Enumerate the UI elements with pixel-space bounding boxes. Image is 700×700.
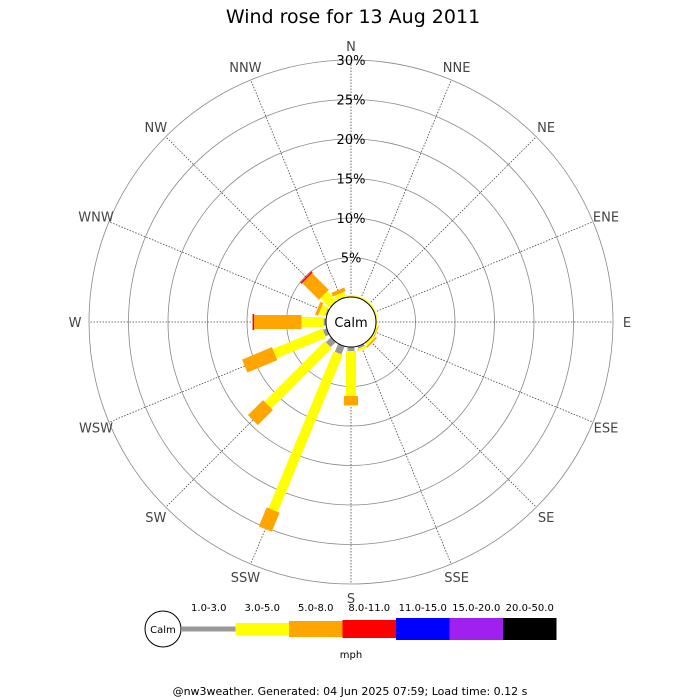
dir-label-NW: NW: [145, 121, 168, 136]
bar-SW-5.0-8.0: [247, 400, 273, 426]
legend-swatch-11.0-15.0: [396, 618, 450, 640]
spoke-SE: [368, 339, 537, 508]
dir-label-E: E: [623, 316, 631, 331]
spoke-NE: [368, 136, 537, 305]
bar-SSW-1.0-3.0: [334, 343, 345, 355]
bar-SE-5.0-8.0: [365, 336, 377, 348]
spoke-ENE: [373, 221, 594, 313]
bar-SE-3.0-5.0: [365, 336, 375, 346]
bar-NW-3.0-5.0: [320, 291, 337, 308]
spoke-NNW: [250, 79, 342, 300]
legend-swatch-3.0-5.0: [235, 623, 289, 635]
spoke-NW: [165, 136, 334, 305]
ring-labels: 5% 10% 15% 20% 25% 30%: [337, 54, 366, 267]
dir-label-SE: SE: [538, 511, 554, 526]
ring-label-4: 20%: [337, 133, 366, 148]
bar-WNW-5.0-8.0: [315, 301, 324, 316]
ring-label-1: 5%: [341, 252, 362, 267]
dir-label-SSW: SSW: [231, 571, 261, 586]
legend-label-20.0-50.0: 20.0-50.0: [506, 603, 554, 614]
calm-label: Calm: [334, 316, 367, 331]
ring-6: [88, 59, 614, 585]
dir-label-N: N: [346, 40, 356, 55]
ring-label-3: 15%: [337, 173, 366, 188]
dir-label-NNW: NNW: [229, 61, 261, 76]
ring-5: [128, 99, 574, 545]
footer-text: @nw3weather. Generated: 04 Jun 2025 07:5…: [173, 685, 528, 698]
dir-label-ENE: ENE: [593, 210, 619, 225]
dir-label-NNE: NNE: [443, 61, 471, 76]
dir-label-S: S: [347, 592, 355, 607]
dir-label-NE: NE: [537, 121, 555, 136]
legend-swatch-1.0-3.0: [182, 626, 236, 632]
legend-swatch-20.0-50.0: [503, 618, 557, 640]
spoke-WNW: [108, 221, 329, 313]
spoke-ESE: [373, 331, 594, 423]
bar-WSW-1.0-3.0: [322, 328, 330, 337]
legend-calm-circle: [144, 610, 182, 648]
bar-SSE-3.0-5.0: [356, 345, 368, 352]
bar-SSW-5.0-8.0: [258, 507, 280, 532]
bar-NNW-5.0-8.0: [331, 287, 346, 297]
legend-swatch-8.0-11.0: [342, 620, 396, 638]
spoke-SSE: [360, 344, 452, 565]
ring-label-5: 25%: [337, 94, 366, 109]
legend-label-11.0-15.0: 11.0-15.0: [399, 603, 447, 614]
ring-4: [167, 138, 535, 506]
calm-circle: Calm: [325, 296, 377, 348]
legend: Calm 1.0-3.0 3.0-5.0 5.0-8.0 8.0-11.0 11.0-15…: [144, 603, 557, 648]
direction-labels: N NNE NE ENE E ESE SE SSE S SSW SW WSW W WNW NW NNW: [69, 40, 632, 607]
bar-SW-1.0-3.0: [325, 337, 336, 348]
legend-label-15.0-20.0: 15.0-20.0: [452, 603, 500, 614]
dir-label-SSE: SSE: [444, 571, 469, 586]
ring-label-6: 30%: [337, 54, 366, 69]
dir-label-WSW: WSW: [79, 422, 113, 437]
bar-WSW-3.0-5.0: [272, 328, 327, 359]
legend-calm-label: Calm: [150, 625, 176, 636]
chart-title: Wind rose for 13 Aug 2011: [226, 6, 480, 28]
bar-WSW-5.0-8.0: [242, 347, 278, 373]
dir-label-ESE: ESE: [594, 422, 619, 437]
bar-WNW-3.0-5.0: [318, 304, 329, 317]
legend-label-1.0-3.0: 1.0-3.0: [191, 603, 226, 614]
dir-label-SW: SW: [145, 511, 166, 526]
bar-SW-3.0-5.0: [264, 341, 332, 409]
dir-label-WNW: WNW: [78, 210, 114, 225]
bar-NNW-3.0-5.0: [334, 291, 346, 301]
legend-swatch-15.0-20.0: [449, 618, 503, 640]
dir-label-W: W: [69, 316, 82, 331]
bar-SSW-3.0-5.0: [268, 351, 343, 512]
legend-label-5.0-8.0: 5.0-8.0: [298, 603, 333, 614]
bar-NW-8.0-11.0: [300, 271, 313, 284]
legend-swatch-5.0-8.0: [289, 621, 343, 637]
legend-label-3.0-5.0: 3.0-5.0: [245, 603, 280, 614]
legend-label-8.0-11.0: 8.0-11.0: [348, 603, 390, 614]
bar-NW-5.0-8.0: [302, 273, 329, 300]
ring-label-2: 10%: [337, 212, 366, 227]
unit-label: mph: [340, 650, 362, 661]
spoke-NNE: [360, 79, 452, 300]
